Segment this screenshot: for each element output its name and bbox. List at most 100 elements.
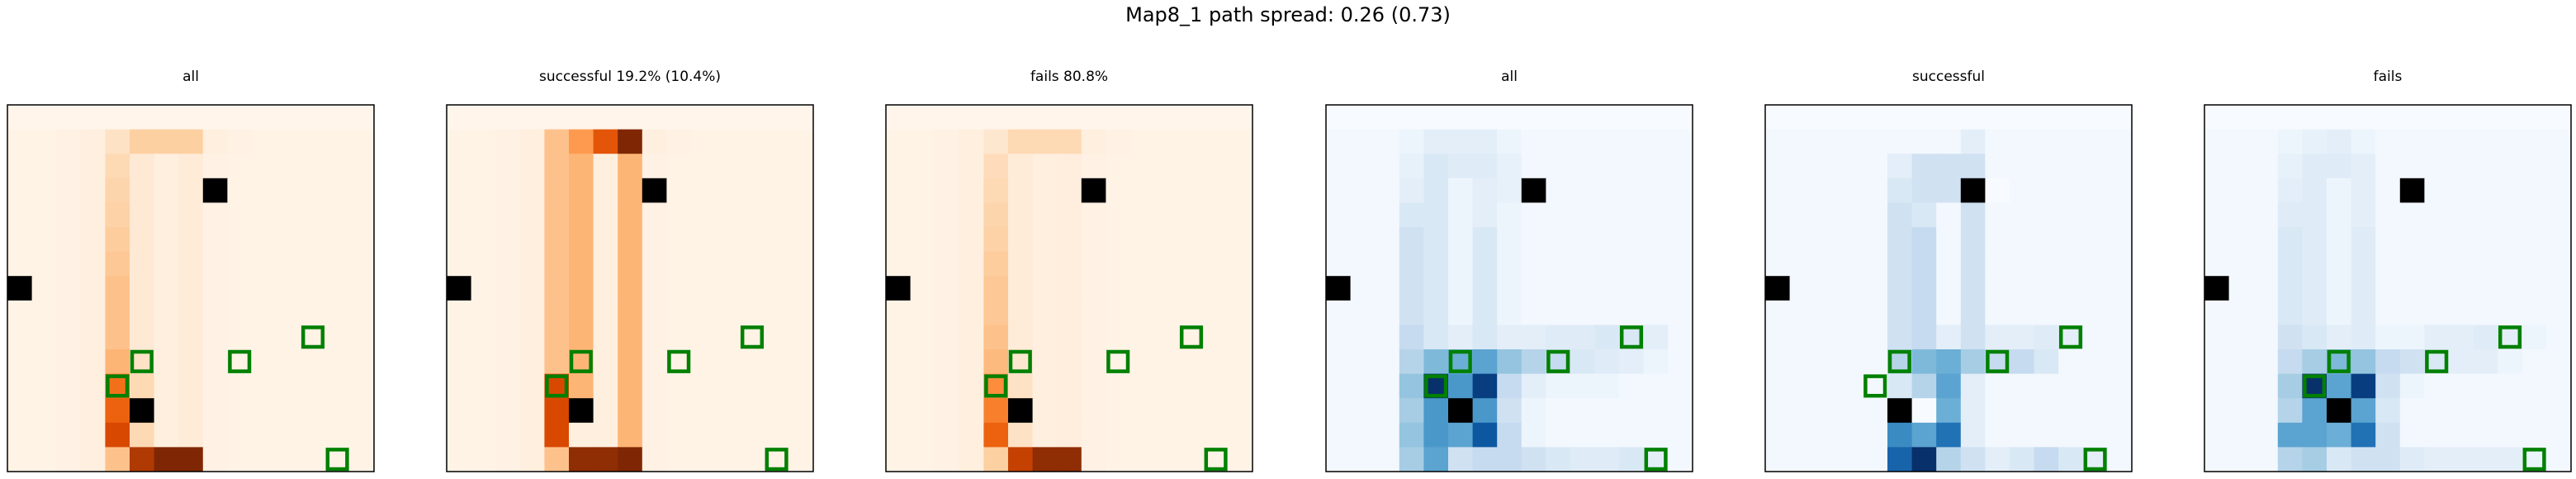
heatmap-cell [495,227,521,253]
heatmap-cell [252,129,277,154]
heatmap-cell [691,202,717,228]
heatmap-cell [1228,300,1253,325]
heatmap-cell [447,447,472,472]
heatmap-cell [593,202,618,228]
heatmap-cell [1887,447,1913,472]
heatmap-cell [935,447,960,472]
heatmap-cell [1570,129,1596,154]
heatmap-cell [740,300,765,325]
heatmap-cell [2082,300,2108,325]
heatmap-cell [2010,422,2035,448]
heatmap-cell [1154,251,1180,277]
heatmap-cell [2302,398,2327,424]
heatmap-cell [1594,325,1620,350]
heatmap-cell [1546,276,1571,301]
heatmap-cell [471,300,496,325]
heatmap-cell [593,447,618,472]
heatmap-cell [2351,349,2376,375]
heatmap-cell [618,227,643,253]
heatmap-cell [1081,300,1106,325]
heatmap-cell [447,251,472,277]
heatmap-cell [105,398,130,424]
heatmap-cell [301,447,326,472]
heatmap-cell [764,422,789,448]
heatmap-cell [2424,398,2450,424]
heatmap-cell [788,422,814,448]
heatmap-cell [1546,373,1571,399]
heatmap-cell [2327,422,2352,448]
heatmap-cell [1863,251,1888,277]
heatmap-cell [1203,154,1229,179]
heatmap-cell [324,373,350,399]
heatmap-cell [1032,202,1058,228]
wall-cell [130,398,155,424]
heatmap-cell [178,227,204,253]
heatmap-cell [910,300,935,325]
heatmap-cell [1081,398,1106,424]
heatmap-cell [2498,251,2523,277]
heatmap-cell [1472,300,1498,325]
heatmap-cell [178,129,204,154]
heatmap-cell [2498,373,2523,399]
panel-frame [885,104,1253,472]
heatmap-cell [593,251,618,277]
heatmap-cell [788,227,814,253]
heatmap-cell [1350,154,1376,179]
heatmap-cell [544,398,570,424]
heatmap-cell [2449,398,2474,424]
heatmap-cell [324,129,350,154]
heatmap-cell [227,276,253,301]
heatmap-cell [764,129,789,154]
heatmap-cell [618,422,643,448]
heatmap-cell [2351,154,2376,179]
heatmap-cell [31,129,57,154]
heatmap-cell [349,276,375,301]
wall-cell [447,276,472,301]
heatmap-cell [2498,154,2523,179]
heatmap-cell [2034,349,2059,375]
heatmap-cell [130,300,155,325]
heatmap-cell [788,129,814,154]
heatmap-cell [569,178,594,203]
heatmap-cell [1789,178,1815,203]
heatmap-cell [1326,447,1352,472]
heatmap-cell [1668,325,1693,350]
heatmap-cell [788,202,814,228]
heatmap-cell [252,398,277,424]
heatmap-cell [1838,202,1863,228]
heatmap-cell [1350,349,1376,375]
heatmap-cell [740,349,765,375]
heatmap-cell [2375,129,2401,154]
goal-marker [765,448,788,472]
heatmap-cell [593,154,618,179]
heatmap-cell [2302,276,2327,301]
heatmap-cell [1887,300,1913,325]
heatmap-cell [130,276,155,301]
heatmap-cell [349,325,375,350]
heatmap-cell [80,300,106,325]
heatmap-cell [2034,422,2059,448]
heatmap-cell [1057,227,1082,253]
heatmap-cell [2034,202,2059,228]
heatmap-cell [2522,300,2547,325]
heatmap-cell [910,227,935,253]
heatmap-cell [1423,398,1449,424]
heatmap-cell [276,373,301,399]
heatmap-cell [691,251,717,277]
heatmap-cell [1814,178,1840,203]
heatmap-cell [1448,227,1474,253]
heatmap-cell [1814,325,1840,350]
heatmap-cell [593,422,618,448]
heatmap-cell [1546,227,1571,253]
heatmap-cell [983,447,1009,472]
heatmap-cell [2228,129,2254,154]
heatmap-cell [1911,154,1937,179]
heatmap-cell [1008,325,1034,350]
heatmap-cell [276,154,301,179]
heatmap-cell [227,373,253,399]
heatmap-cell [1668,422,1693,448]
heatmap-cell [1985,154,2010,179]
heatmap-cell [2034,105,2059,130]
heatmap-cell [959,373,984,399]
